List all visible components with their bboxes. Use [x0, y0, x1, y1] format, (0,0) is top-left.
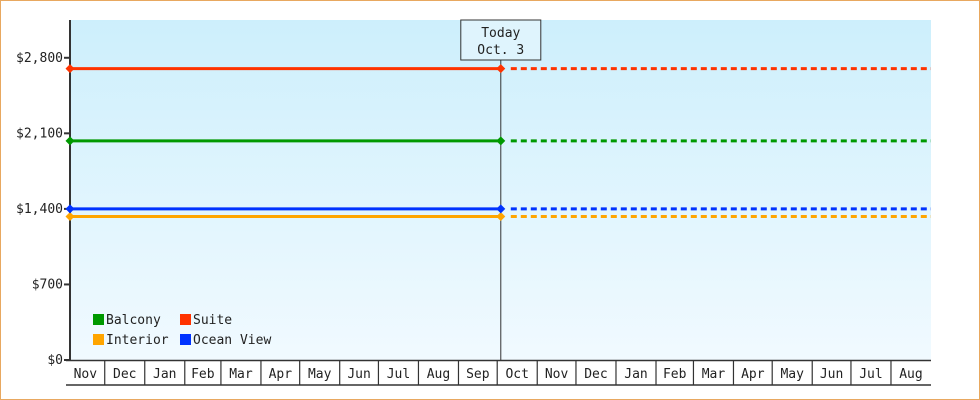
data-point: [496, 211, 506, 221]
x-tick-label: Mar: [702, 367, 726, 382]
legend-swatch: [180, 334, 191, 345]
x-tick-label: Feb: [191, 367, 215, 382]
legend-label: Suite: [193, 313, 232, 328]
x-tick-label: Nov: [545, 367, 569, 382]
legend-swatch: [93, 334, 104, 345]
legend-label: Ocean View: [193, 333, 271, 348]
y-tick-label: $1,400: [16, 202, 63, 217]
x-tick-label: Nov: [74, 367, 98, 382]
x-tick-label: Feb: [663, 367, 687, 382]
x-tick-label: Sep: [466, 367, 490, 382]
x-tick-label: Jun: [347, 367, 370, 382]
legend-swatch: [180, 314, 191, 325]
x-tick-label: Oct: [505, 367, 528, 382]
x-tick-label: Aug: [899, 367, 922, 382]
x-tick-label: Dec: [113, 367, 136, 382]
x-axis: Nov Dec Jan Feb Mar Apr May Jun Jul Aug Sep Oct Nov D…: [66, 359, 931, 386]
today-label: Today: [481, 26, 520, 41]
data-point: [65, 136, 75, 146]
y-tick-label: $0: [47, 353, 63, 368]
x-tick-label: Jun: [820, 367, 843, 382]
y-tick-label: $2,100: [16, 126, 63, 141]
y-tick-label: $2,800: [16, 51, 63, 66]
legend-swatch: [93, 314, 104, 325]
legend-label: Interior: [106, 333, 169, 348]
x-tick-label: Mar: [229, 367, 253, 382]
today-box: [460, 19, 542, 61]
x-tick-label: Dec: [584, 367, 607, 382]
legend: Balcony Suite Interior Ocean View: [93, 313, 271, 348]
data-point: [65, 64, 75, 74]
x-tick-label: Apr: [269, 367, 293, 382]
x-tick-label: May: [308, 367, 332, 382]
y-tick-label: $700: [32, 277, 63, 292]
legend-label: Balcony: [106, 313, 161, 328]
data-point: [496, 64, 506, 74]
today-date: Oct. 3: [477, 43, 524, 58]
x-tick-label: Jan: [624, 367, 647, 382]
x-tick-label: Jan: [153, 367, 176, 382]
data-point: [496, 204, 506, 214]
x-tick-label: Aug: [427, 367, 450, 382]
data-point: [65, 204, 75, 214]
series-lines: [65, 64, 931, 221]
y-axis: $0 $700 $1,400 $2,100 $2,800: [16, 20, 71, 368]
data-point: [496, 136, 506, 146]
x-tick-label: Apr: [741, 367, 765, 382]
x-tick-label: May: [780, 367, 804, 382]
x-tick-label: Jul: [859, 367, 882, 382]
data-point: [65, 211, 75, 221]
x-tick-label: Jul: [387, 367, 410, 382]
